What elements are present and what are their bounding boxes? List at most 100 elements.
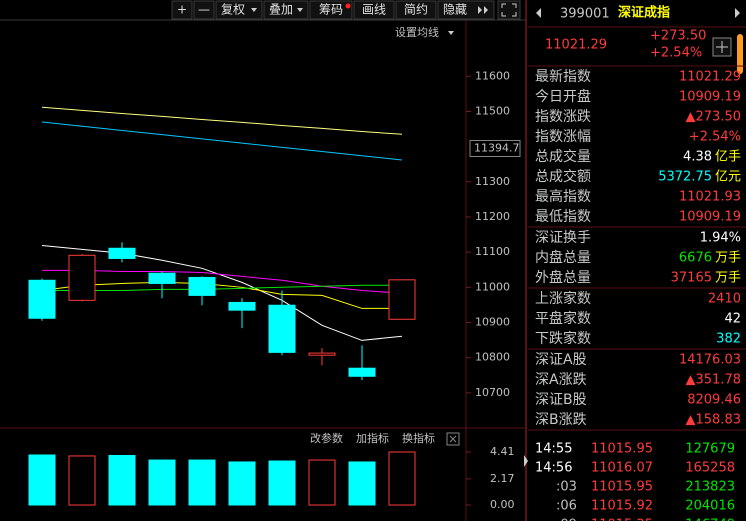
candle-body	[388, 279, 416, 320]
quote-unit: 万手	[715, 251, 741, 266]
ma-line	[42, 284, 402, 291]
toolbar-button[interactable]	[215, 0, 263, 20]
toolbar-button[interactable]	[309, 0, 353, 20]
volume-bar	[388, 451, 416, 506]
quote-value: 1.94%	[700, 231, 741, 246]
candle-body	[188, 276, 216, 296]
candle-body	[108, 247, 136, 259]
quote-value: 10909.19	[679, 210, 741, 225]
y-tick-label: 10800	[475, 351, 510, 364]
y-tick-label: 11600	[475, 69, 510, 82]
toolbar-label[interactable]: 筹码	[319, 3, 343, 17]
quote-value: 382	[716, 332, 741, 347]
tick-time: :06	[556, 499, 577, 514]
prev-arrow[interactable]	[536, 8, 541, 18]
y-tick-label: 11500	[475, 104, 510, 117]
toolbar-label[interactable]: 隐藏	[443, 3, 467, 17]
expand-arrow	[478, 6, 488, 14]
toolbar-button[interactable]	[353, 0, 395, 20]
candle-body	[268, 304, 296, 353]
volume-bar	[108, 454, 136, 506]
toolbar-button[interactable]	[263, 0, 309, 20]
change: +273.50	[650, 29, 706, 44]
indicator-button[interactable]: 换指标	[402, 431, 435, 445]
quote-label: 下跌家数	[535, 330, 591, 347]
close-indicator[interactable]	[446, 432, 460, 446]
quote-value: 10909.19	[679, 90, 741, 105]
volume-bar	[188, 459, 216, 506]
ma-settings[interactable]: 设置均线	[395, 25, 439, 39]
scrollbar[interactable]	[737, 34, 743, 74]
quote-label: 最高指数	[535, 188, 591, 205]
y-tick-label: 0.00	[490, 498, 515, 511]
quote-value: ▲158.83	[686, 413, 742, 428]
toolbar-button[interactable]	[437, 0, 495, 20]
quote-label: 平盘家数	[535, 310, 591, 327]
quote-value: ▲351.78	[686, 373, 742, 388]
toolbar-label[interactable]: +	[177, 3, 187, 17]
tick-volume: 213823	[685, 480, 735, 495]
fullscreen-button[interactable]	[497, 0, 521, 20]
tick-price: 11015.92	[591, 499, 653, 514]
toolbar-label[interactable]: 叠加	[269, 3, 293, 17]
volume-bar	[268, 460, 296, 506]
quote-label: 深证A股	[535, 352, 587, 368]
last-price: 11021.29	[545, 38, 607, 53]
candle-body	[148, 272, 176, 284]
y-tick-label: 10700	[475, 386, 510, 399]
toolbar-label[interactable]: 复权	[221, 3, 245, 17]
quote-value: +2.54%	[689, 130, 741, 145]
quote-label: 总成交量	[535, 148, 591, 165]
quote-value: 6676	[679, 251, 712, 266]
volume-bar	[308, 459, 336, 506]
quote-label: 总成交额	[535, 168, 591, 185]
quote-label: 最低指数	[535, 209, 591, 225]
indicator-button[interactable]: 加指标	[356, 431, 389, 445]
candle-body	[28, 279, 56, 319]
y-tick-label: 11200	[475, 210, 510, 223]
tick-price: 11015.25	[591, 518, 653, 521]
quote-unit: 亿手	[715, 150, 741, 165]
y-tick-label: 2.17	[490, 472, 515, 485]
quote-unit: 亿元	[715, 170, 741, 185]
quote-value: 4.38	[683, 150, 712, 165]
quote-value: 42	[724, 312, 741, 327]
y-tick-label: 4.41	[490, 445, 515, 458]
tick-price: 11015.95	[591, 442, 653, 457]
y-tick-label: 10900	[475, 315, 510, 328]
tick-time: 14:55	[535, 442, 572, 457]
y-tick-label: 11100	[475, 245, 510, 258]
tick-volume: 165258	[685, 461, 735, 476]
close-icon	[449, 435, 457, 443]
price-tag	[469, 139, 521, 157]
dropdown-arrow	[448, 31, 454, 35]
quote-label: 深A涨跌	[535, 372, 587, 388]
toolbar-button[interactable]	[193, 0, 215, 20]
quote-value: 2410	[708, 292, 741, 307]
collapse-arrow[interactable]	[524, 455, 528, 467]
volume-bar	[228, 461, 256, 506]
toolbar-label[interactable]: 画线	[362, 3, 386, 17]
quote-label: 内盘总量	[535, 249, 591, 266]
volume-bar	[348, 461, 376, 506]
toolbar-label[interactable]: —	[198, 3, 210, 17]
quote-label: 最新指数	[535, 69, 591, 85]
quote-value: 5372.75	[658, 170, 712, 185]
candle-body	[308, 352, 336, 356]
quote-label: 今日开盘	[535, 88, 591, 105]
plus-icon	[716, 41, 728, 53]
quote-label: 外盘总量	[535, 269, 591, 286]
toolbar-button[interactable]	[171, 0, 193, 20]
toolbar-button[interactable]	[395, 0, 437, 20]
fullscreen-icon	[501, 3, 517, 17]
tick-volume: 204016	[685, 499, 735, 514]
quote-value: ▲273.50	[686, 110, 742, 125]
next-arrow[interactable]	[735, 8, 740, 18]
tick-price: 11016.07	[591, 461, 653, 476]
indicator-button[interactable]: 改参数	[310, 431, 343, 445]
candle-body	[228, 301, 256, 311]
toolbar-label[interactable]: 简约	[404, 2, 428, 17]
